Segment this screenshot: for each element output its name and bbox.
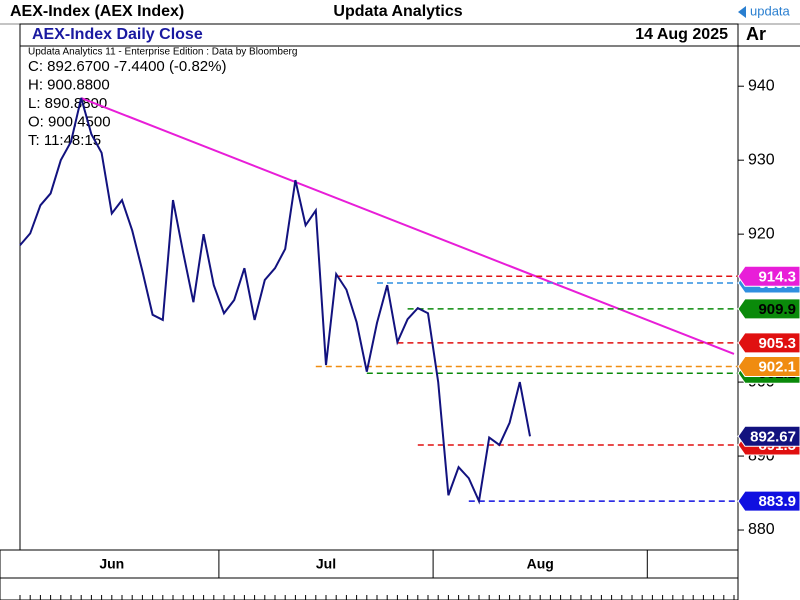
level-label: 883.9: [758, 493, 796, 510]
y-tick-label: 880: [748, 521, 775, 538]
y-tick-label: 930: [748, 151, 775, 168]
level-label: 902.1: [758, 359, 796, 376]
level-label: 914.3: [758, 268, 796, 285]
info-line: Updata Analytics 11 - Enterprise Edition…: [28, 47, 297, 58]
level-label-box: [737, 298, 800, 320]
header-title: AEX-Index (AEX Index): [10, 3, 184, 20]
x-axis-frame: [0, 549, 739, 600]
x-tick-label: Aug: [527, 556, 554, 572]
level-label: 909.9: [758, 301, 796, 318]
level-label: 905.3: [758, 335, 796, 352]
y-tick-label: 940: [748, 77, 775, 94]
info-line: O: 900.4500: [28, 113, 111, 130]
level-label-box: [737, 265, 800, 287]
last-price-label: 892.67: [750, 428, 796, 445]
header-center: Updata Analytics: [333, 3, 462, 20]
chart-title: AEX-Index Daily Close: [32, 26, 203, 43]
trend-line: [80, 97, 735, 355]
info-line: H: 900.8800: [28, 76, 110, 93]
axis-header: Ar: [746, 24, 766, 44]
chart-date: 14 Aug 2025: [635, 26, 728, 43]
y-tick-label: 920: [748, 225, 775, 242]
level-label-box: [737, 356, 800, 378]
level-label-box: [737, 332, 800, 354]
last-price-label-box: [737, 425, 800, 447]
x-tick-label: Jul: [316, 556, 336, 572]
logo: updata: [750, 3, 791, 18]
x-tick-label: Jun: [99, 556, 124, 572]
level-label-box: [737, 490, 800, 512]
info-line: T: 11:48:15: [28, 132, 101, 149]
price-line: [19, 97, 531, 505]
logo-icon: [738, 6, 746, 18]
info-line: L: 890.8800: [28, 95, 107, 112]
info-line: C: 892.6700 -7.4400 (-0.82%): [28, 58, 226, 75]
